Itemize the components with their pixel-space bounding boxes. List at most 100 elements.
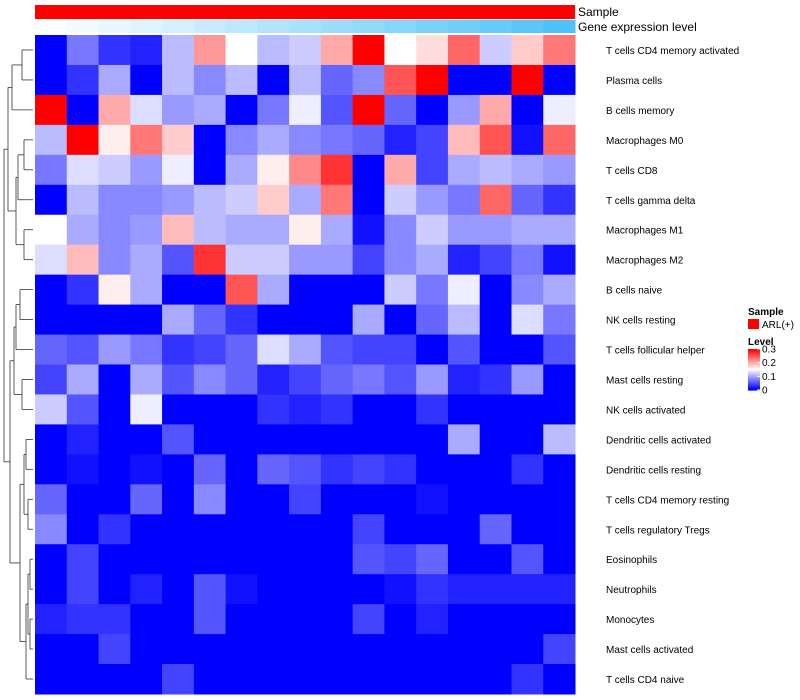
heatmap-cell xyxy=(447,214,481,246)
row-label: Neutrophils xyxy=(606,585,657,596)
heatmap-cell xyxy=(66,244,100,276)
heatmap-cell xyxy=(384,244,417,276)
heatmap-cell xyxy=(447,35,481,66)
heatmap-cell xyxy=(66,634,100,665)
heatmap-cell xyxy=(225,334,258,365)
heatmap-cell xyxy=(511,304,544,336)
heatmap-cell xyxy=(162,454,195,485)
heatmap-cell xyxy=(193,124,227,156)
heatmap-cell xyxy=(352,94,385,126)
heatmap-cell xyxy=(352,304,385,336)
heatmap-cell xyxy=(479,514,512,545)
heatmap-cell xyxy=(130,364,163,395)
heatmap-cell xyxy=(447,334,481,365)
gene-expression-annotation-cell xyxy=(162,20,195,33)
heatmap-cell xyxy=(511,574,544,605)
heatmap-cell xyxy=(98,544,131,575)
heatmap-cell xyxy=(162,214,195,246)
heatmap-cell xyxy=(130,94,163,126)
heatmap-cell xyxy=(289,424,322,455)
heatmap-cell xyxy=(320,514,354,545)
heatmap-cell xyxy=(384,274,417,306)
heatmap-cell xyxy=(66,94,100,126)
heatmap-cell xyxy=(35,634,68,665)
heatmap-cell xyxy=(225,364,258,395)
heatmap-cell xyxy=(479,634,512,665)
heatmap-cell xyxy=(352,544,385,575)
heatmap-cell xyxy=(289,274,322,306)
heatmap-cell xyxy=(543,574,576,605)
heatmap-cell xyxy=(66,304,100,336)
heatmap-cell xyxy=(447,394,481,425)
heatmap-cell xyxy=(416,124,449,156)
heatmap-cell xyxy=(225,514,258,545)
legend-gradient-step xyxy=(748,384,760,387)
heatmap-cell xyxy=(416,394,449,425)
heatmap-cell xyxy=(98,484,131,515)
heatmap-cell xyxy=(511,664,544,695)
heatmap-cell xyxy=(352,244,385,276)
heatmap-cell xyxy=(98,64,131,96)
row-dendrogram xyxy=(3,49,33,680)
heatmap-cell xyxy=(225,154,258,186)
heatmap-cell xyxy=(66,64,100,96)
heatmap-cell xyxy=(98,574,131,605)
heatmap-cell xyxy=(289,454,322,485)
legend-gradient-step xyxy=(748,368,760,371)
gene-expression-annotation-cell xyxy=(543,20,576,33)
heatmap-cell xyxy=(543,94,576,126)
heatmap-cell xyxy=(384,634,417,665)
heatmap-cell xyxy=(479,184,512,216)
legend-gradient-step xyxy=(748,379,760,382)
heatmap-cell xyxy=(289,394,322,425)
heatmap-cell xyxy=(479,424,512,455)
legend-gradient-step xyxy=(748,371,760,374)
heatmap-cell xyxy=(289,244,322,276)
heatmap-cell xyxy=(352,364,385,395)
heatmap-cell xyxy=(543,64,576,96)
heatmap-cell xyxy=(479,64,512,96)
heatmap-cell xyxy=(162,184,195,216)
heatmap-cell xyxy=(479,664,512,695)
legend-gradient-step xyxy=(748,376,760,379)
heatmap-cell xyxy=(511,124,544,156)
heatmap-cell xyxy=(130,424,163,455)
heatmap-cell xyxy=(193,454,227,485)
heatmap-cell xyxy=(98,154,131,186)
heatmap-cell xyxy=(384,484,417,515)
heatmap-cell xyxy=(543,184,576,216)
heatmap-cell xyxy=(447,484,481,515)
heatmap-cell xyxy=(162,544,195,575)
heatmap-cell xyxy=(35,574,68,605)
legend-gradient-step xyxy=(748,374,760,377)
heatmap-cell xyxy=(352,35,385,66)
legend-gradient-step xyxy=(748,366,760,369)
heatmap-cell xyxy=(162,94,195,126)
heatmap-cell xyxy=(98,454,131,485)
legend-gradient-step xyxy=(748,375,760,378)
heatmap-cell xyxy=(66,664,100,695)
heatmap-cell xyxy=(66,424,100,455)
heatmap-cell xyxy=(162,274,195,306)
heatmap-cell xyxy=(98,214,131,246)
heatmap-cell xyxy=(384,364,417,395)
row-label: Dendritic cells resting xyxy=(606,465,701,476)
row-label: Plasma cells xyxy=(606,76,662,87)
heatmap-cell xyxy=(289,64,322,96)
heatmap-cell xyxy=(225,394,258,425)
heatmap-cell xyxy=(98,634,131,665)
heatmap-cell xyxy=(130,244,163,276)
legend-tick-label: 0.3 xyxy=(762,345,776,356)
heatmap-cell xyxy=(225,574,258,605)
heatmap-cell xyxy=(416,664,449,695)
heatmap-cell xyxy=(289,124,322,156)
heatmap-cell xyxy=(289,184,322,216)
legend-gradient-step xyxy=(748,355,760,357)
heatmap-cell xyxy=(193,574,227,605)
legend-gradient-step xyxy=(748,350,760,352)
heatmap-cell xyxy=(225,604,258,635)
heatmap-cell xyxy=(66,364,100,395)
heatmap-cell xyxy=(66,484,100,515)
heatmap-cell xyxy=(193,184,227,216)
heatmap-cell xyxy=(447,154,481,186)
